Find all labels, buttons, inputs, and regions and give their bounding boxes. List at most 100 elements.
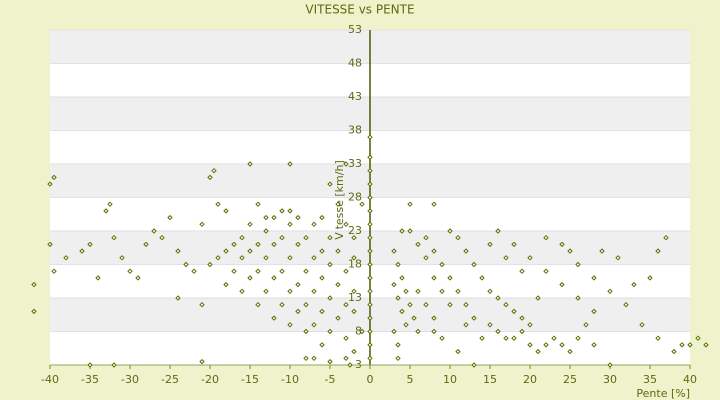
point [431,275,437,281]
point [559,281,565,288]
point [211,167,217,174]
point [287,161,293,167]
point [231,241,237,248]
point [287,255,293,261]
point [527,322,533,328]
point [343,301,349,308]
point [395,261,401,268]
point [367,208,373,214]
point [639,322,645,328]
point [423,234,429,241]
point [391,281,397,288]
point [543,268,549,274]
point [319,248,325,254]
point [343,355,349,362]
point [287,322,293,328]
point [175,295,181,301]
point [519,268,525,274]
point [439,335,445,341]
point [343,335,349,341]
point [327,261,333,268]
point [247,248,253,254]
point [119,255,125,261]
point [343,161,349,167]
point [287,208,293,214]
point [663,234,669,241]
x-tick-label: 15 [483,373,497,386]
x-tick-label: 0 [367,373,374,386]
point [679,342,685,348]
point [103,208,109,214]
x-tick-label: -5 [325,373,336,386]
point [535,295,541,301]
point [431,201,437,207]
point [279,208,285,214]
point [87,362,93,368]
point [263,214,269,221]
point [495,328,501,335]
point [487,322,493,328]
point [495,228,501,234]
point [399,228,405,234]
point [511,335,517,341]
point [207,261,213,268]
x-tick-label: -15 [241,373,259,386]
x-tick-label: -35 [81,373,99,386]
point [351,348,357,355]
point [367,221,373,228]
point [423,255,429,261]
point [367,328,373,335]
point [647,275,653,281]
point [199,221,205,228]
point [263,288,269,295]
point [215,255,221,261]
point [471,315,477,321]
point [367,301,373,308]
point [575,295,581,301]
point [527,255,533,261]
point [247,275,253,281]
point [79,248,85,254]
point [423,301,429,308]
point [559,241,565,248]
point [455,348,461,355]
point [247,161,253,167]
point [223,281,229,288]
point [111,362,117,368]
point [439,261,445,268]
point [263,255,269,261]
point [367,288,373,295]
point [127,268,133,274]
y-tick-label: 28 [348,191,362,204]
point [335,248,341,254]
point [319,275,325,281]
point [463,301,469,308]
point [51,268,57,274]
point [527,342,533,348]
point [63,255,69,261]
point [487,241,493,248]
point [367,315,373,321]
y-tick-label: 53 [348,23,362,36]
point [415,288,421,295]
x-tick-label: -10 [281,373,299,386]
point [183,261,189,268]
point [631,281,637,288]
point [311,221,317,228]
point [703,342,709,348]
y-tick-label: 33 [348,157,362,170]
point [447,228,453,234]
point [351,288,357,295]
point [167,214,173,221]
x-tick-label: 30 [603,373,617,386]
point [199,301,205,308]
point [471,261,477,268]
point [391,248,397,254]
point [695,335,701,341]
x-tick-label: -20 [201,373,219,386]
point [51,174,57,181]
point [295,214,301,221]
point [567,248,573,254]
point [271,214,277,221]
point [287,288,293,295]
